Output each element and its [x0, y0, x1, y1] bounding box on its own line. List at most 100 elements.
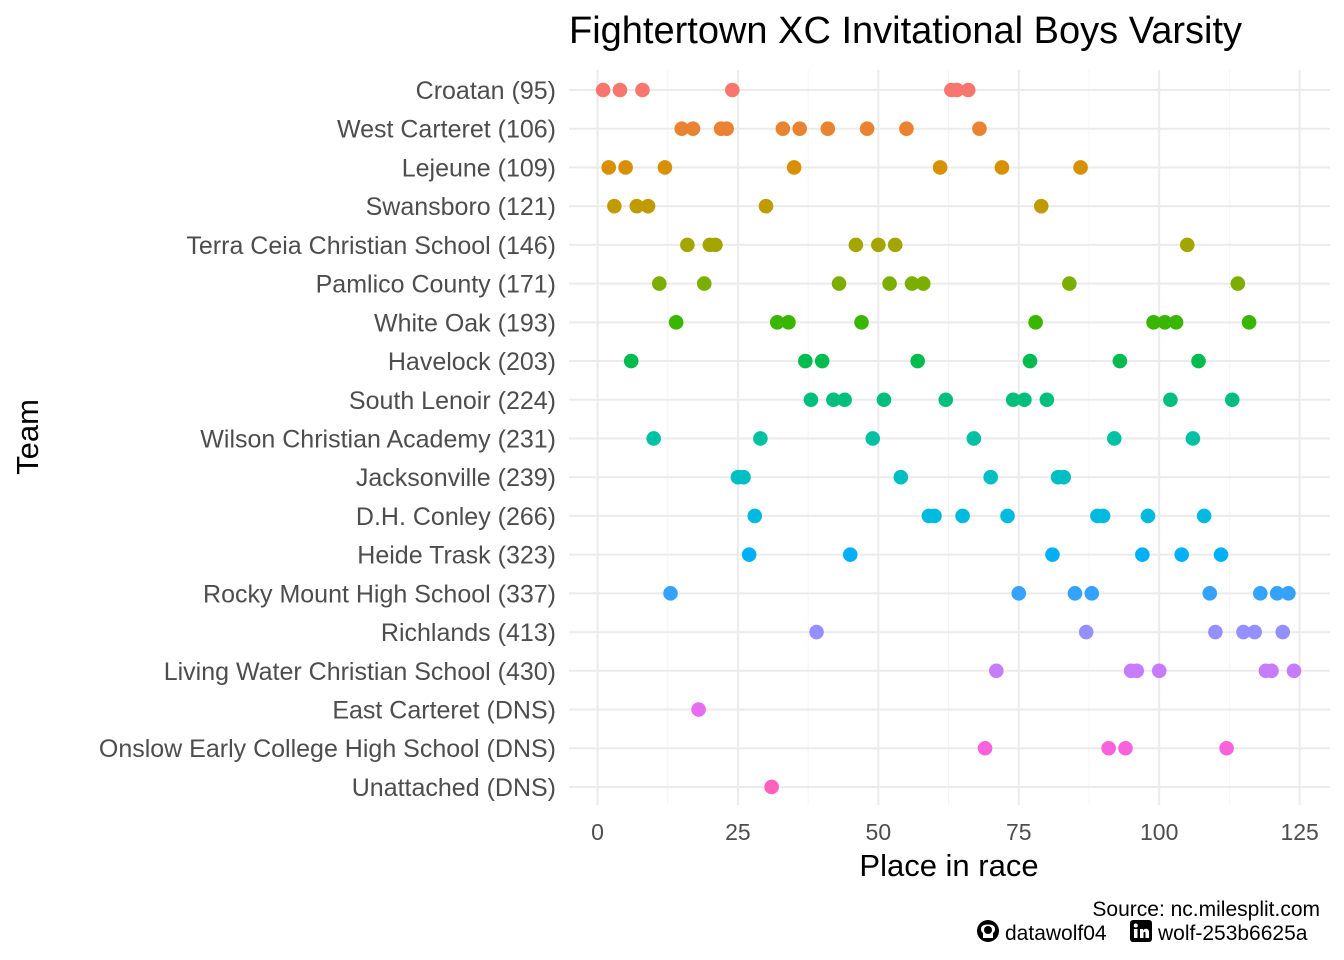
- linkedin-icon: [1130, 920, 1152, 942]
- data-point: [725, 82, 740, 98]
- data-point: [848, 237, 864, 253]
- y-tick-labels: Croatan (95) West Carteret (106) Lejeune (…: [99, 77, 556, 802]
- data-point: [781, 315, 796, 330]
- data-point: [1095, 508, 1111, 524]
- data-point: [657, 160, 673, 175]
- data-point: [1129, 663, 1145, 679]
- grid: [569, 70, 1330, 805]
- y-tick-label: Richlands (413): [381, 619, 556, 647]
- x-tick-label: 75: [1006, 819, 1032, 845]
- data-point: [977, 740, 993, 756]
- caption-linkedin: wolf-253b6625a: [1157, 922, 1308, 945]
- data-point: [741, 547, 757, 562]
- data-point: [1230, 276, 1246, 291]
- data-point: [618, 160, 633, 175]
- data-point: [854, 315, 869, 330]
- data-point: [1011, 586, 1027, 601]
- data-point: [882, 276, 897, 291]
- data-point: [1281, 586, 1296, 601]
- data-point: [629, 198, 645, 214]
- data-point: [966, 431, 982, 446]
- data-point: [842, 547, 858, 562]
- data-point: [1208, 624, 1223, 640]
- y-axis-title: Team: [10, 399, 45, 475]
- data-point: [1174, 547, 1189, 562]
- data-point: [938, 392, 954, 408]
- data-point: [1247, 624, 1262, 640]
- data-point: [1078, 624, 1094, 640]
- x-tick-label: 125: [1280, 819, 1318, 845]
- data-point: [1045, 547, 1060, 562]
- data-point: [1157, 315, 1173, 330]
- x-tick-label: 0: [591, 819, 604, 845]
- data-point: [1163, 392, 1178, 408]
- x-tick-labels: 0 25 50 75 100 125: [591, 819, 1319, 845]
- data-point: [904, 276, 920, 291]
- data-point: [910, 353, 925, 369]
- data-point: [1039, 392, 1055, 408]
- data-point: [915, 276, 931, 291]
- x-tick-label: 100: [1140, 819, 1178, 845]
- data-point: [764, 779, 779, 795]
- data-point: [1140, 508, 1156, 524]
- data-point: [1084, 586, 1100, 601]
- data-point: [1106, 431, 1122, 446]
- data-point: [809, 624, 824, 640]
- data-point: [646, 431, 661, 446]
- data-point: [680, 237, 695, 253]
- data-point: [1219, 740, 1234, 756]
- y-tick-label: West Carteret (106): [337, 116, 556, 144]
- data-point: [1033, 198, 1049, 214]
- data-point: [1067, 586, 1083, 601]
- data-point: [635, 82, 650, 98]
- data-point: [876, 392, 892, 408]
- data-point: [595, 82, 611, 98]
- y-tick-label: D.H. Conley (266): [356, 503, 556, 531]
- data-point: [696, 276, 712, 291]
- data-point: [612, 82, 628, 98]
- data-point: [651, 276, 667, 291]
- data-point: [1005, 392, 1021, 408]
- data-point: [994, 160, 1010, 175]
- data-point: [1224, 392, 1240, 408]
- data-point: [814, 353, 830, 369]
- data-point: [960, 82, 976, 98]
- data-point: [955, 508, 970, 524]
- data-point: [792, 121, 808, 137]
- chart-title: Fightertown XC Invitational Boys Varsity: [569, 10, 1242, 52]
- data-point: [983, 469, 998, 485]
- y-tick-label: Living Water Christian School (430): [164, 658, 556, 686]
- data-point: [1146, 315, 1161, 330]
- data-point: [1101, 740, 1116, 756]
- data-point: [798, 353, 813, 369]
- data-point: [1112, 353, 1128, 369]
- y-tick-label: East Carteret (DNS): [332, 697, 556, 725]
- y-tick-label: Heide Trask (323): [357, 542, 556, 570]
- y-tick-label: Pamlico County (171): [316, 271, 556, 299]
- data-point: [820, 121, 836, 137]
- data-point: [803, 392, 819, 408]
- x-tick-label: 50: [866, 819, 892, 845]
- data-point: [1286, 663, 1302, 679]
- data-point: [887, 237, 903, 253]
- data-point: [1022, 353, 1038, 369]
- data-point: [1056, 469, 1072, 485]
- data-point: [601, 160, 617, 175]
- data-point: [1073, 160, 1088, 175]
- data-point: [1028, 315, 1043, 330]
- data-point: [1236, 624, 1251, 640]
- data-point: [747, 508, 763, 524]
- data-point: [719, 121, 734, 137]
- data-point: [1191, 353, 1206, 369]
- data-point: [972, 121, 987, 137]
- data-point: [1275, 624, 1291, 640]
- y-tick-label: Unattached (DNS): [352, 774, 556, 802]
- y-tick-label: South Lenoir (224): [349, 387, 556, 415]
- y-tick-label: Wilson Christian Academy (231): [200, 425, 556, 453]
- data-point: [826, 392, 841, 408]
- data-point: [623, 353, 639, 369]
- y-tick-label: Havelock (203): [388, 348, 556, 376]
- data-point: [708, 237, 723, 253]
- data-point: [786, 160, 802, 175]
- data-point: [893, 469, 909, 485]
